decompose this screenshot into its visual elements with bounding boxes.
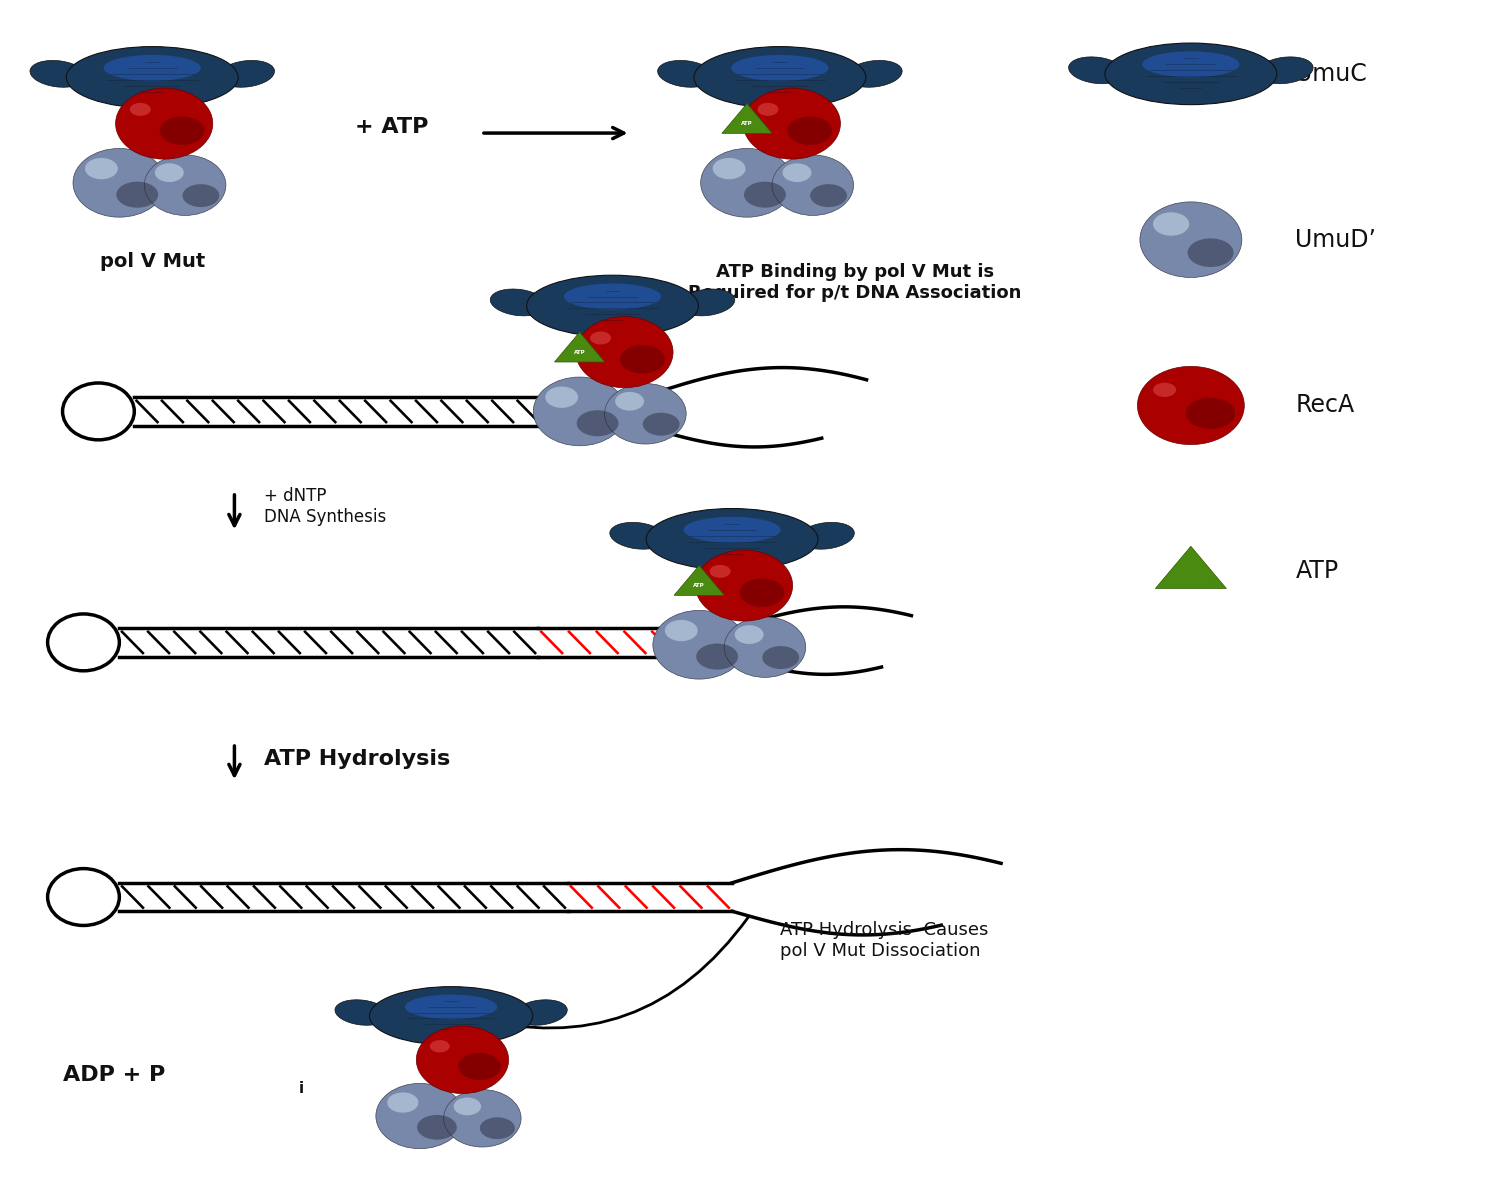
Text: + dNTP
DNA Synthesis: + dNTP DNA Synthesis (264, 487, 387, 526)
Text: UmuC: UmuC (1296, 62, 1366, 86)
Ellipse shape (546, 387, 578, 408)
Ellipse shape (376, 1083, 464, 1148)
Ellipse shape (1143, 51, 1239, 77)
Ellipse shape (610, 522, 666, 550)
Ellipse shape (735, 625, 764, 644)
Ellipse shape (417, 1026, 509, 1094)
Polygon shape (722, 104, 772, 133)
Ellipse shape (810, 184, 847, 207)
Ellipse shape (696, 644, 738, 670)
Ellipse shape (116, 88, 213, 159)
Ellipse shape (444, 1090, 520, 1147)
Ellipse shape (219, 61, 274, 87)
Ellipse shape (783, 163, 812, 182)
Ellipse shape (724, 616, 806, 677)
Ellipse shape (1186, 397, 1234, 428)
Text: UmuD’: UmuD’ (1296, 227, 1377, 251)
Ellipse shape (772, 155, 853, 215)
Ellipse shape (458, 1053, 501, 1081)
Ellipse shape (700, 149, 794, 217)
Ellipse shape (490, 289, 546, 315)
Text: ATP Binding by pol V Mut is
Required for p/t DNA Association: ATP Binding by pol V Mut is Required for… (688, 263, 1022, 302)
Ellipse shape (534, 377, 626, 446)
Polygon shape (1155, 546, 1227, 589)
Ellipse shape (117, 182, 158, 208)
Ellipse shape (646, 508, 818, 570)
Ellipse shape (1257, 57, 1312, 83)
Ellipse shape (758, 102, 778, 115)
Ellipse shape (620, 345, 664, 374)
Ellipse shape (1188, 238, 1233, 267)
Ellipse shape (334, 1000, 388, 1026)
Ellipse shape (1068, 57, 1125, 83)
Polygon shape (555, 332, 604, 362)
Text: ATP: ATP (574, 350, 585, 355)
Ellipse shape (615, 392, 644, 411)
Ellipse shape (30, 61, 86, 87)
Ellipse shape (846, 61, 901, 87)
Ellipse shape (405, 995, 498, 1020)
Ellipse shape (183, 184, 219, 207)
Ellipse shape (576, 411, 618, 437)
Text: + ATP: + ATP (354, 117, 428, 137)
Ellipse shape (684, 516, 780, 543)
Ellipse shape (694, 46, 865, 108)
Ellipse shape (664, 620, 698, 641)
Ellipse shape (130, 102, 150, 115)
Ellipse shape (1106, 43, 1276, 105)
Ellipse shape (564, 283, 662, 309)
Ellipse shape (678, 289, 735, 315)
Text: ATP: ATP (1296, 559, 1338, 583)
Text: i: i (298, 1082, 304, 1096)
Ellipse shape (744, 182, 786, 208)
Ellipse shape (644, 413, 680, 436)
Ellipse shape (762, 646, 800, 669)
Ellipse shape (369, 987, 532, 1045)
Text: ATP: ATP (741, 121, 753, 126)
Ellipse shape (514, 1000, 567, 1026)
Ellipse shape (744, 88, 840, 159)
Ellipse shape (417, 1115, 458, 1140)
Ellipse shape (788, 117, 832, 145)
Ellipse shape (453, 1097, 482, 1115)
Text: ATP Hydrolysis  Causes
pol V Mut Dissociation: ATP Hydrolysis Causes pol V Mut Dissocia… (780, 921, 988, 959)
Text: ADP + P: ADP + P (63, 1065, 165, 1085)
Ellipse shape (144, 155, 226, 215)
Ellipse shape (1154, 383, 1176, 397)
Ellipse shape (480, 1117, 514, 1139)
Ellipse shape (1154, 212, 1190, 236)
Text: pol V Mut: pol V Mut (99, 251, 206, 270)
Ellipse shape (712, 158, 746, 180)
Ellipse shape (710, 565, 730, 578)
Ellipse shape (590, 332, 610, 344)
Ellipse shape (657, 61, 714, 87)
Ellipse shape (66, 46, 238, 108)
Ellipse shape (526, 275, 699, 337)
Text: ATP Hydrolysis: ATP Hydrolysis (264, 749, 450, 769)
Ellipse shape (696, 550, 792, 621)
Ellipse shape (1137, 367, 1245, 445)
Ellipse shape (154, 163, 184, 182)
Ellipse shape (86, 158, 118, 180)
Ellipse shape (387, 1092, 418, 1113)
Text: ATP: ATP (693, 583, 705, 588)
Ellipse shape (104, 55, 201, 81)
Ellipse shape (430, 1040, 450, 1052)
Ellipse shape (652, 610, 746, 679)
Text: RecA: RecA (1296, 394, 1354, 418)
Ellipse shape (604, 383, 686, 444)
Ellipse shape (1140, 202, 1242, 277)
Ellipse shape (74, 149, 165, 217)
Ellipse shape (159, 117, 204, 145)
Ellipse shape (732, 55, 828, 81)
Ellipse shape (740, 578, 784, 607)
Polygon shape (674, 565, 724, 595)
Ellipse shape (798, 522, 855, 550)
Ellipse shape (576, 317, 674, 388)
